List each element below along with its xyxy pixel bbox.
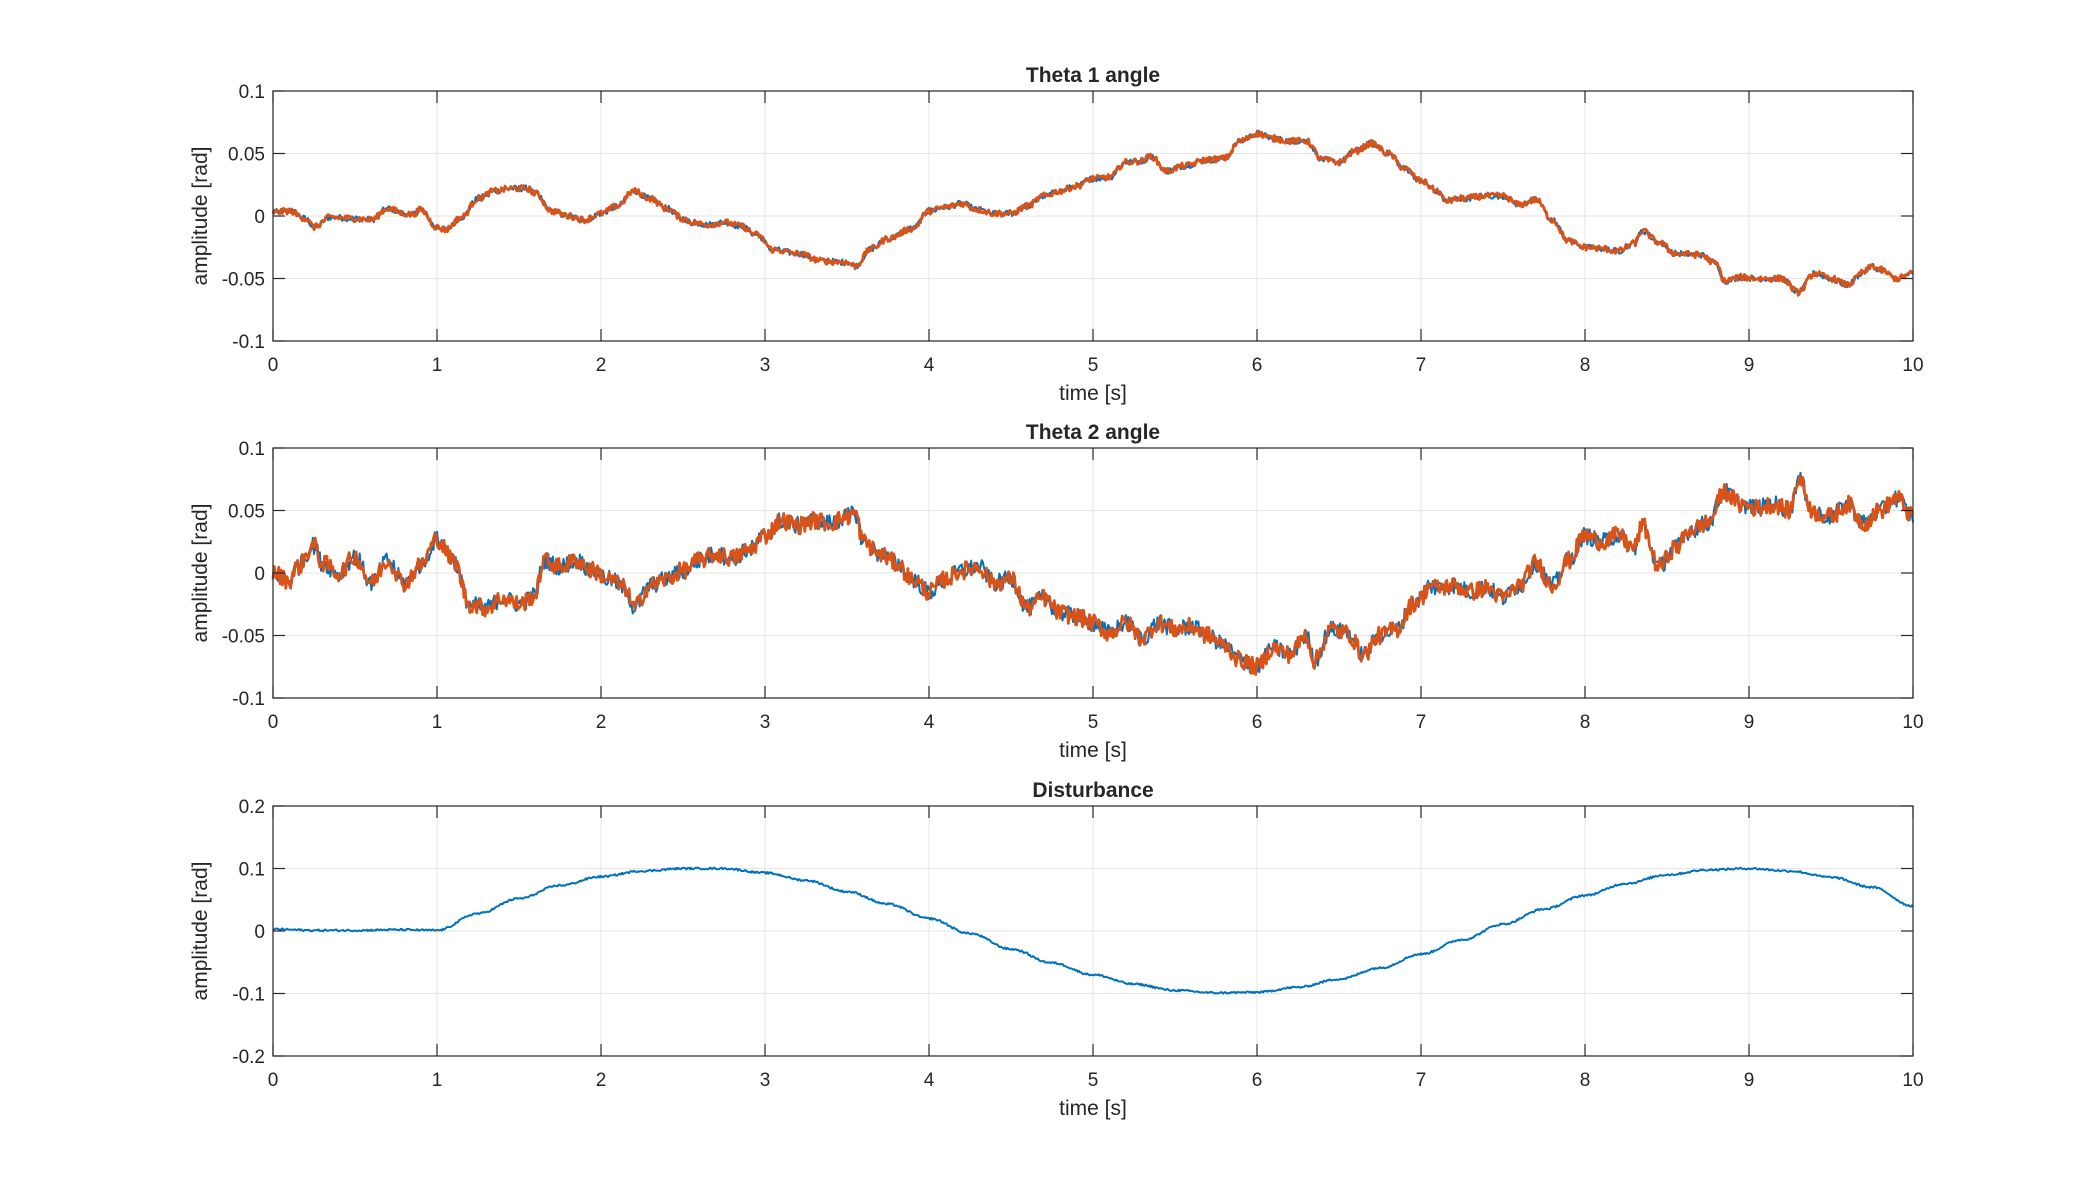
theta1-xtick-label: 7 xyxy=(1416,355,1427,376)
theta1-xtick-label: 2 xyxy=(596,355,607,376)
disturbance-series-line-1 xyxy=(272,866,1914,995)
theta2-ytick-label: 0 xyxy=(254,564,265,585)
theta2-xtick-label: 4 xyxy=(924,712,935,733)
disturbance-xtick-label: 9 xyxy=(1744,1070,1755,1091)
theta2-xtick-label: 5 xyxy=(1088,712,1099,733)
disturbance-xtick-label: 4 xyxy=(924,1070,935,1091)
disturbance-ytick-label: -0.1 xyxy=(232,985,265,1006)
theta2-ytick-label: -0.1 xyxy=(232,689,265,710)
theta1-ytick-label: -0.1 xyxy=(232,332,265,353)
disturbance-xtick-label: 5 xyxy=(1088,1070,1099,1091)
disturbance-ytick-label: 0 xyxy=(254,922,265,943)
theta1-xlabel: time [s] xyxy=(1059,382,1127,405)
theta1-xtick-label: 10 xyxy=(1902,355,1923,376)
disturbance-xtick-label: 10 xyxy=(1902,1070,1923,1091)
disturbance-xtick-label: 8 xyxy=(1580,1070,1591,1091)
theta1-xtick-label: 8 xyxy=(1580,355,1591,376)
theta1-xtick-label: 6 xyxy=(1252,355,1263,376)
disturbance-xtick-label: 1 xyxy=(432,1070,443,1091)
theta2-ytick-label: 0.1 xyxy=(239,439,265,460)
disturbance-xlabel: time [s] xyxy=(1059,1097,1127,1120)
theta1-xtick-label: 1 xyxy=(432,355,443,376)
theta1-ytick-label: 0.05 xyxy=(228,145,265,166)
disturbance-ytick-label: -0.2 xyxy=(232,1047,265,1068)
disturbance-ylabel: amplitude [rad] xyxy=(189,862,212,1001)
theta1-xtick-label: 0 xyxy=(268,355,279,376)
theta2-xtick-label: 2 xyxy=(596,712,607,733)
theta2-xtick-label: 10 xyxy=(1902,712,1923,733)
disturbance-xtick-label: 0 xyxy=(268,1070,279,1091)
disturbance-xtick-label: 6 xyxy=(1252,1070,1263,1091)
theta2-xtick-label: 1 xyxy=(432,712,443,733)
disturbance-ytick-label: 0.2 xyxy=(239,797,265,818)
theta1-xtick-label: 9 xyxy=(1744,355,1755,376)
theta2-xtick-label: 0 xyxy=(268,712,279,733)
disturbance-xtick-label: 2 xyxy=(596,1070,607,1091)
theta1-ytick-label: -0.05 xyxy=(222,270,265,291)
theta2-ylabel: amplitude [rad] xyxy=(189,504,212,643)
theta1-ytick-label: 0 xyxy=(254,207,265,228)
theta1-xtick-label: 4 xyxy=(924,355,935,376)
theta2-ytick-label: -0.05 xyxy=(222,627,265,648)
theta1-xtick-label: 3 xyxy=(760,355,771,376)
theta1-xtick-label: 5 xyxy=(1088,355,1099,376)
theta2-plot: 0 1 2 3 4 5 6 7 8 9 10 -0.1 -0.05 0 0.05 0.1 Theta 2 ang… xyxy=(189,421,1924,762)
disturbance-plot: 0 1 2 3 4 5 6 7 8 9 10 -0.2 -0.1 0 0.1 0.2 Disturbance ti… xyxy=(189,779,1924,1120)
theta2-xtick-label: 9 xyxy=(1744,712,1755,733)
theta1-ytick-label: 0.1 xyxy=(239,82,265,103)
theta1-series-line-2 xyxy=(271,129,1914,297)
theta2-title: Theta 2 angle xyxy=(1026,421,1160,444)
theta2-xtick-label: 8 xyxy=(1580,712,1591,733)
disturbance-xtick-label: 3 xyxy=(760,1070,771,1091)
theta2-xtick-label: 6 xyxy=(1252,712,1263,733)
theta1-plot: 0 1 2 3 4 5 6 7 8 9 10 -0.1 -0.05 0 0.05 0.1 Theta 1 ang… xyxy=(189,64,1924,405)
disturbance-title: Disturbance xyxy=(1032,779,1153,802)
theta2-xtick-label: 3 xyxy=(760,712,771,733)
theta2-series-line-2 xyxy=(271,474,1915,676)
theta1-title: Theta 1 angle xyxy=(1026,64,1160,87)
theta2-ytick-label: 0.05 xyxy=(228,502,265,523)
theta2-xlabel: time [s] xyxy=(1059,739,1127,762)
theta2-xtick-label: 7 xyxy=(1416,712,1427,733)
theta1-ylabel: amplitude [rad] xyxy=(189,147,212,286)
disturbance-xtick-label: 7 xyxy=(1416,1070,1427,1091)
disturbance-ytick-label: 0.1 xyxy=(239,860,265,881)
